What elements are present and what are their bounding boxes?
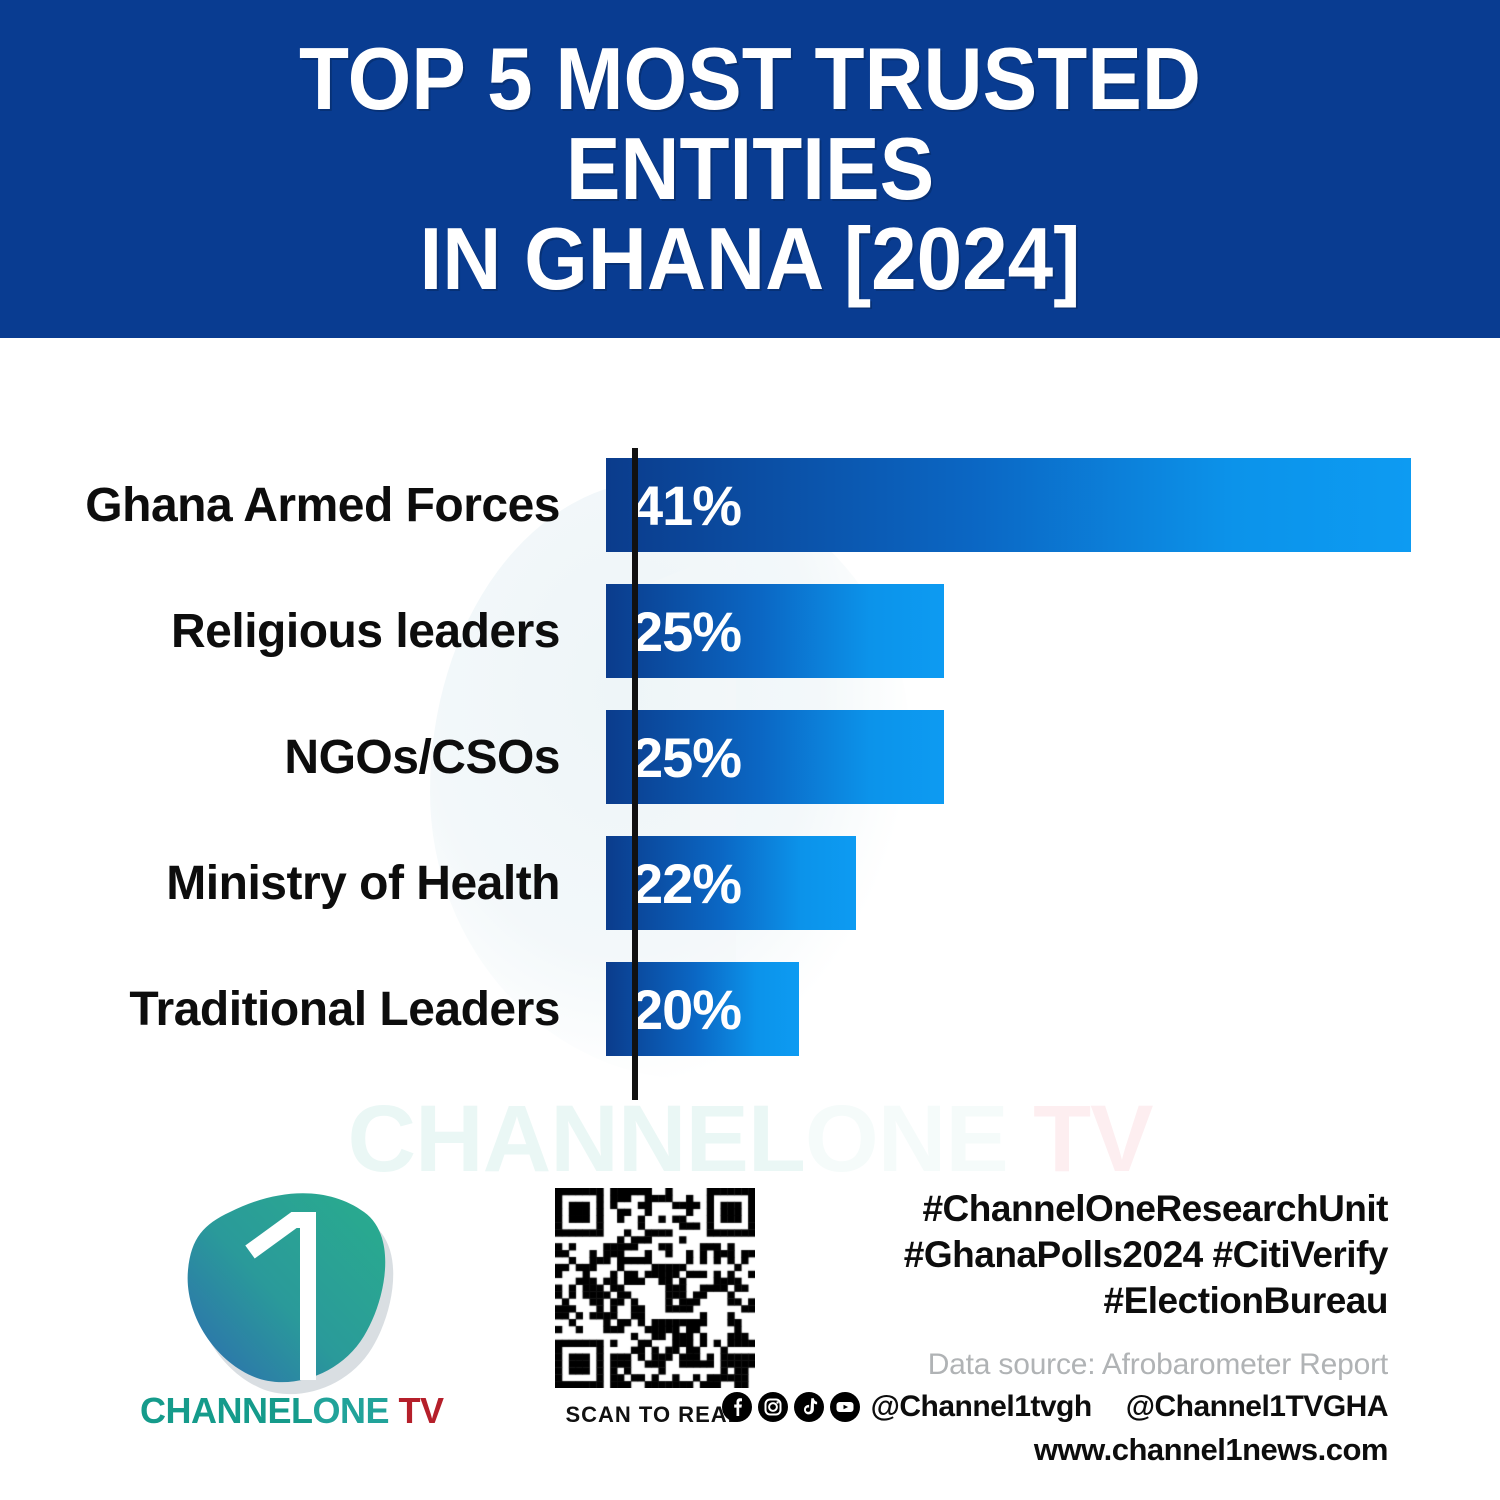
footer-info-block: #ChannelOneResearchUnit #GhanaPolls2024 … — [721, 1186, 1389, 1468]
bar-segment: 41% — [606, 458, 1411, 552]
page-title: TOP 5 MOST TRUSTED ENTITIES IN GHANA [20… — [299, 29, 1201, 308]
social-icon-group — [721, 1391, 861, 1423]
bar-segment: 20% — [606, 962, 799, 1056]
youtube-icon[interactable] — [829, 1391, 861, 1423]
watermark-channelone-tv: CHANNELONE TV — [0, 1085, 1500, 1194]
bar-row: Traditional Leaders 20% — [0, 962, 1500, 1056]
logo-word-channel: CHANNEL — [140, 1390, 313, 1431]
bar-rows-container: Ghana Armed Forces 41% Religious leaders 25… — [0, 440, 1500, 1110]
bar-segment: 25% — [606, 710, 944, 804]
qr-code-image[interactable] — [555, 1188, 755, 1388]
logo-blob-icon — [187, 1193, 394, 1395]
bar-value-label: 25% — [632, 599, 742, 663]
bar-value-label: 41% — [632, 473, 742, 537]
chart-axis-line — [632, 448, 638, 1100]
watermark-part-channel: CHANNEL — [347, 1086, 805, 1192]
bar-category-label: Ministry of Health — [166, 856, 560, 910]
facebook-icon[interactable] — [721, 1391, 753, 1423]
bar-category-label: Traditional Leaders — [129, 982, 560, 1036]
social-handle-x[interactable]: @Channel1TVGHA — [1125, 1389, 1389, 1423]
footer: CHANNELONE TV SCAN TO READ #ChannelOneRe… — [0, 1170, 1500, 1500]
channelone-logo: CHANNELONE TV — [140, 1190, 444, 1450]
data-source-text: Data source: Afrobarometer Report — [927, 1347, 1388, 1381]
social-handle-main[interactable]: @Channel1tvgh — [870, 1389, 1093, 1423]
bar-segment: 25% — [606, 584, 944, 678]
bar-row: Ministry of Health 22% — [0, 836, 1500, 930]
qr-caption: SCAN TO READ — [565, 1402, 745, 1427]
watermark-part-tv: TV — [1007, 1086, 1153, 1192]
bar-value-label: 22% — [632, 851, 742, 915]
logo-wordmark: CHANNELONE TV — [140, 1390, 444, 1432]
tiktok-icon[interactable] — [793, 1391, 825, 1423]
bar-value-label: 20% — [632, 977, 742, 1041]
logo-numeral-one — [245, 1212, 316, 1380]
website-url[interactable]: www.channel1news.com — [1033, 1431, 1389, 1467]
bar-value-label: 25% — [632, 725, 742, 789]
hashtags-text: #ChannelOneResearchUnit #GhanaPolls2024 … — [903, 1188, 1389, 1321]
instagram-icon[interactable] — [757, 1391, 789, 1423]
logo-blob-shape — [187, 1193, 386, 1383]
logo-word-tv: TV — [389, 1390, 445, 1431]
bar-segment: 22% — [606, 836, 856, 930]
qr-code-block[interactable]: SCAN TO READ — [548, 1188, 762, 1428]
logo-mark-icon — [168, 1190, 408, 1395]
watermark-part-one: ONE — [804, 1086, 1009, 1192]
bar-row: Religious leaders 25% — [0, 584, 1500, 678]
bar-row: NGOs/CSOs 25% — [0, 710, 1500, 804]
logo-word-one: ONE — [312, 1390, 390, 1431]
bar-category-label: Religious leaders — [171, 604, 560, 658]
social-handles-row: @Channel1tvgh @Channel1TVGHA — [721, 1389, 1389, 1424]
header-banner: TOP 5 MOST TRUSTED ENTITIES IN GHANA [20… — [0, 0, 1500, 338]
bar-chart: Ghana Armed Forces 41% Religious leaders 25… — [0, 440, 1500, 1110]
bar-category-label: NGOs/CSOs — [284, 730, 560, 784]
bar-category-label: Ghana Armed Forces — [85, 478, 560, 532]
bar-row: Ghana Armed Forces 41% — [0, 458, 1500, 552]
